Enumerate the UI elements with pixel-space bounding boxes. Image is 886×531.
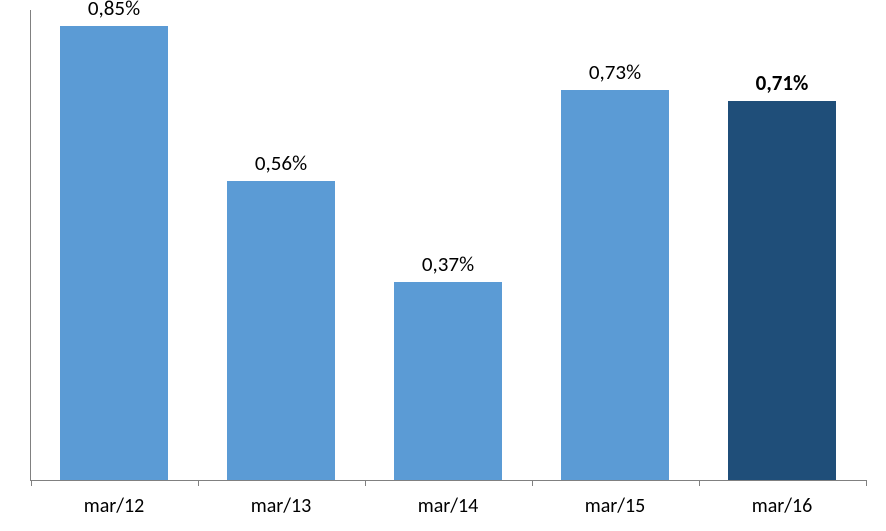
x-axis-label: mar/13 [198, 494, 365, 518]
x-tick [198, 480, 199, 486]
bar-value-label: 0,71% [722, 70, 842, 96]
bar-chart: 0,85% mar/12 0,56% mar/13 0,37% mar/14 0,73% ma… [0, 0, 886, 531]
bar [561, 90, 669, 480]
bar-value-label: 0,37% [388, 251, 508, 277]
bar-value-label: 0,85% [54, 0, 174, 21]
x-axis-line [30, 480, 866, 481]
y-axis-line [30, 10, 31, 480]
bar-value-label: 0,56% [221, 150, 341, 176]
bar [728, 101, 836, 480]
x-axis-label: mar/14 [365, 494, 532, 518]
x-axis-label: mar/15 [532, 494, 699, 518]
x-tick [31, 480, 32, 486]
x-tick [365, 480, 366, 486]
bar [394, 282, 502, 480]
x-axis-label: mar/12 [31, 494, 198, 518]
bar [227, 181, 335, 480]
bar [60, 26, 168, 480]
x-tick [866, 480, 867, 486]
x-tick [699, 480, 700, 486]
x-tick [532, 480, 533, 486]
bar-value-label: 0,73% [555, 59, 675, 85]
x-axis-label: mar/16 [699, 494, 866, 518]
